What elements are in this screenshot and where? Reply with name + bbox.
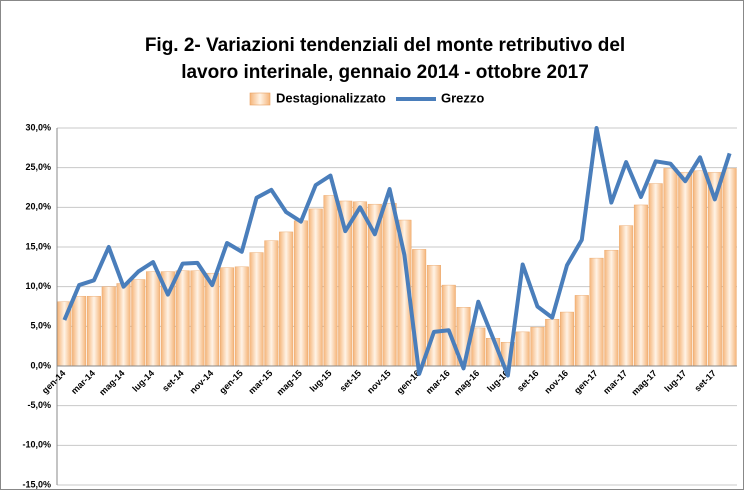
bar [678, 172, 693, 367]
y-tick-label: 30,0% [25, 122, 51, 132]
y-tick-label: 5,0% [30, 321, 51, 331]
bar [574, 295, 589, 367]
bar [648, 183, 663, 367]
bar [560, 311, 574, 367]
bar [619, 225, 634, 367]
bar [323, 195, 338, 367]
y-tick-label: 20,0% [25, 202, 51, 212]
bar [293, 220, 308, 367]
bar [220, 267, 234, 367]
bar [441, 284, 456, 367]
bar [205, 272, 220, 367]
bar [234, 266, 249, 367]
bar [279, 231, 294, 367]
bar [382, 203, 397, 367]
y-tick-label: -5,0% [27, 400, 51, 410]
bar [101, 286, 116, 367]
y-tick-label: -15,0% [22, 479, 51, 489]
bar [175, 270, 190, 367]
bar [116, 283, 131, 367]
legend-label: Destagionalizzato [276, 90, 386, 105]
bar [530, 326, 545, 367]
bar [471, 327, 486, 367]
legend-label: Grezzo [441, 90, 484, 105]
line-series [62, 126, 732, 378]
bar [707, 172, 722, 367]
bar [663, 168, 678, 367]
bar [190, 270, 205, 367]
bar [545, 318, 560, 367]
bar [353, 201, 368, 367]
bar [693, 170, 708, 367]
bar [515, 331, 530, 367]
y-tick-label: 25,0% [25, 162, 51, 172]
y-tick-label: 0,0% [30, 360, 51, 370]
bar [131, 279, 146, 367]
y-tick-label: 15,0% [25, 241, 51, 251]
bar [633, 204, 648, 367]
bar [72, 295, 87, 367]
bar [604, 249, 619, 367]
bar [722, 168, 737, 367]
y-tick-label: -10,0% [22, 440, 51, 450]
y-tick-label: 10,0% [25, 281, 51, 291]
bar [146, 271, 161, 367]
chart-title: Fig. 2- Variazioni tendenziali del monte… [145, 35, 625, 56]
bar [249, 252, 264, 367]
legend-swatch [249, 92, 271, 106]
bar [264, 240, 279, 367]
bar [86, 295, 101, 367]
bar [589, 257, 604, 367]
chart-title: lavoro interinale, gennaio 2014 - ottobr… [181, 62, 589, 83]
bar [308, 208, 323, 367]
